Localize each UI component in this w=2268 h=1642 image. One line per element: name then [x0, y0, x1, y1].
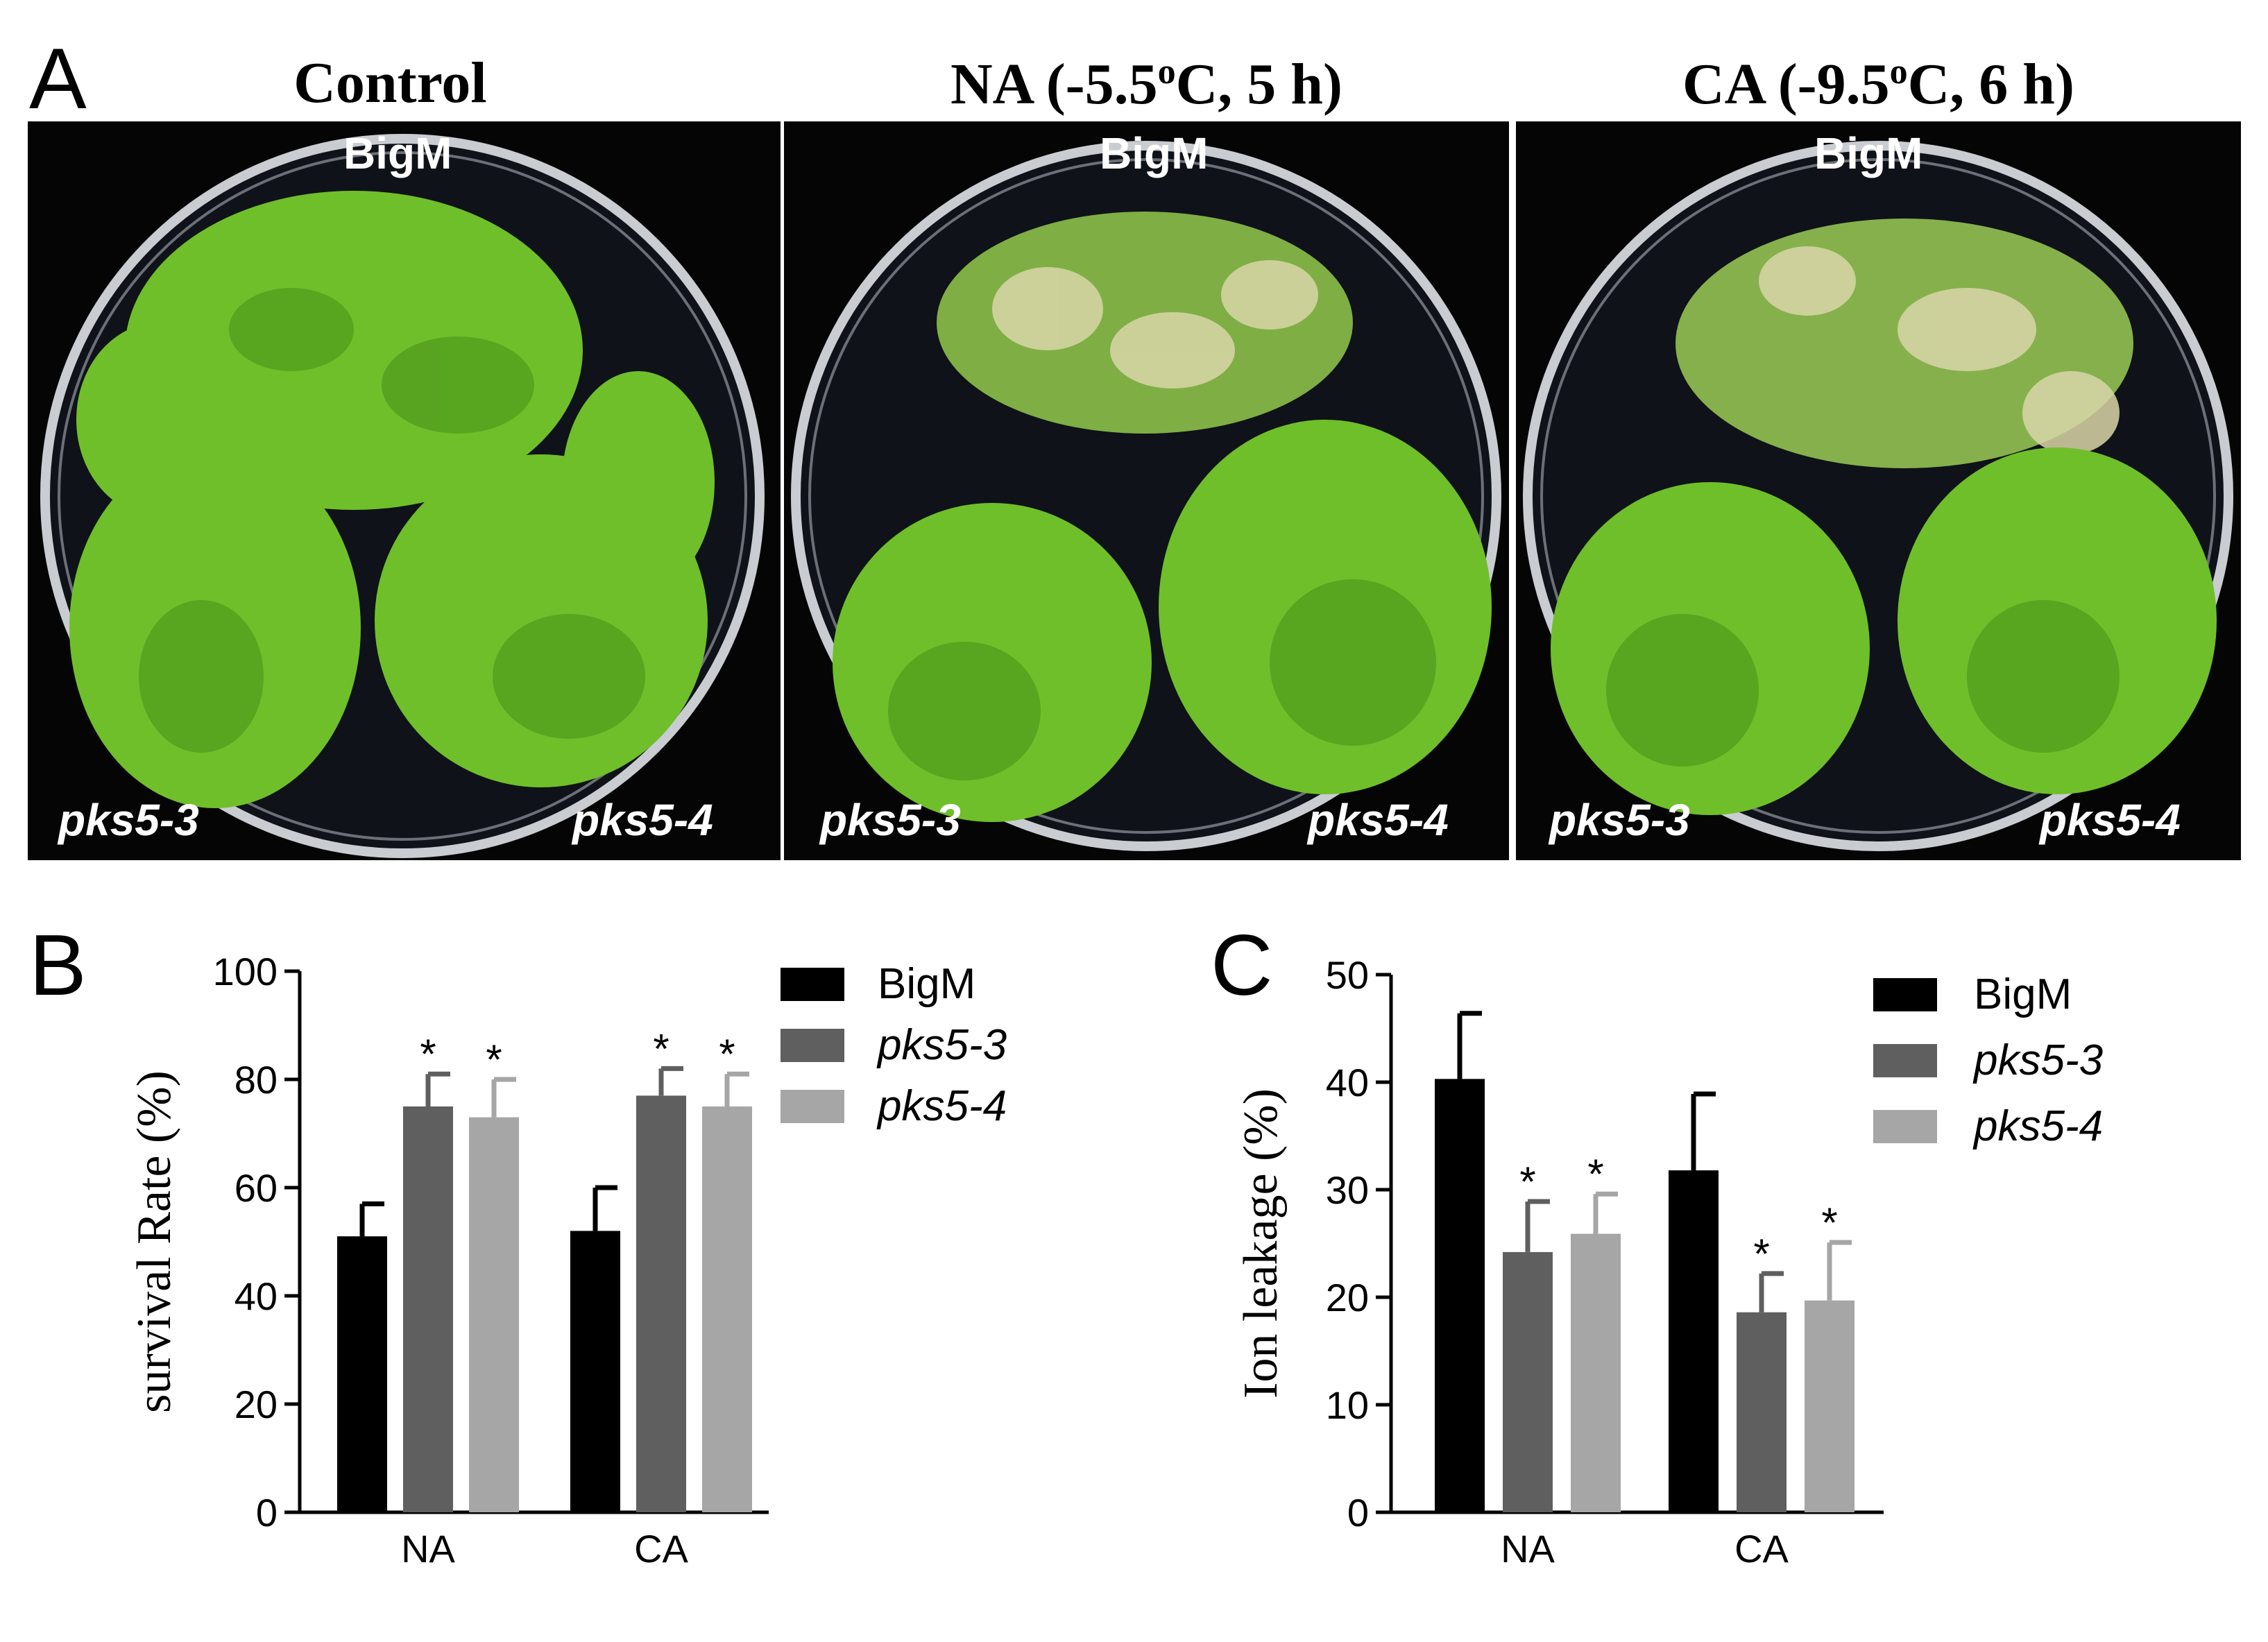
column-title-tail: C, 6 h): [1907, 52, 2074, 117]
x-tick-label: NA: [1501, 1527, 1555, 1571]
petri-dish-image: [40, 134, 765, 858]
bar-BigM-CA: [1669, 1170, 1719, 1512]
y-tick-label: 60: [235, 1166, 278, 1210]
plate-photo-ca: BigM pks5-3 pks5-4: [1516, 121, 2241, 860]
column-title-text: Control: [293, 51, 487, 115]
significance-star: *: [420, 1031, 436, 1077]
y-tick-label: 0: [1347, 1491, 1369, 1534]
column-title-tail: C, 5 h): [1175, 52, 1342, 117]
x-tick-label: CA: [634, 1527, 688, 1571]
survival-rate-chart-svg: 0 20 40 60 80 100 survival Rate (%) * * NA * * CA Big…: [128, 950, 1007, 1571]
y-tick-label: 0: [256, 1491, 278, 1534]
legend-swatch: [1873, 1110, 1937, 1143]
significance-star: *: [653, 1025, 669, 1072]
column-title-text: CA (-9.5: [1682, 52, 1890, 117]
survival-rate-chart: 0 20 40 60 80 100 survival Rate (%) * * NA * * CA Big…: [0, 0, 1110, 1642]
plate-label-pks5-3: pks5-3: [58, 795, 199, 845]
panel-a-letter: A: [29, 31, 87, 127]
bar-BigM-NA: [337, 1236, 387, 1512]
legend-swatch: [1873, 978, 1937, 1011]
plate-photo-na: BigM pks5-3 pks5-4: [784, 121, 1509, 860]
plate-label-pks5-3: pks5-3: [820, 795, 961, 845]
y-tick-label: 10: [1326, 1383, 1369, 1427]
y-tick-label: 20: [235, 1383, 278, 1426]
y-axis-title: Ion leakage (%): [1234, 1088, 1288, 1399]
bar-pks5-3-CA: [1737, 1312, 1787, 1512]
plate-label-pks5-4: pks5-4: [1308, 795, 1449, 845]
significance-star: *: [1519, 1158, 1535, 1205]
bar-pks5-4-CA: [702, 1106, 752, 1512]
y-tick-label: 30: [1326, 1168, 1369, 1212]
legend-label: pks5-4: [1972, 1102, 2103, 1150]
y-axis-title: survival Rate (%): [128, 1070, 181, 1413]
bar-pks5-4-CA: [1805, 1300, 1855, 1512]
y-tick-label: 40: [1326, 1061, 1369, 1104]
legend-label: pks5-3: [876, 1021, 1007, 1069]
bar-pks5-3-NA: [403, 1106, 453, 1512]
plate-photo-control: BigM pks5-3 pks5-4: [28, 121, 781, 860]
bar-BigM-CA: [570, 1231, 620, 1512]
bar-pks5-3-NA: [1503, 1251, 1553, 1512]
y-tick-label: 50: [1326, 953, 1369, 997]
y-tick-label: 40: [235, 1274, 278, 1318]
bar-pks5-4-NA: [469, 1117, 519, 1512]
y-tick-label: 20: [1326, 1276, 1369, 1319]
panel-b-letter: B: [29, 918, 87, 1014]
bar-BigM-NA: [1435, 1079, 1485, 1512]
significance-star: *: [486, 1036, 502, 1083]
petri-dish-image: [1523, 141, 2233, 851]
degree-superscript: o: [1889, 52, 1908, 92]
column-title-text: NA (-5.5: [950, 52, 1158, 117]
bar-pks5-4-NA: [1571, 1233, 1621, 1512]
x-tick-label: CA: [1734, 1527, 1789, 1571]
x-tick-label: NA: [401, 1527, 455, 1571]
plate-label-bigm: BigM: [1814, 128, 1923, 178]
legend-label: BigM: [878, 960, 975, 1008]
column-title-na: NA (-5.5oC, 5 h): [784, 54, 1509, 114]
petri-dish-image: [791, 141, 1501, 851]
significance-star: *: [1821, 1199, 1837, 1246]
significance-star: *: [719, 1031, 735, 1077]
legend-swatch: [781, 1090, 844, 1123]
y-tick-label: 80: [235, 1058, 278, 1102]
column-title-ca: CA (-9.5oC, 6 h): [1516, 54, 2241, 114]
column-title-control: Control: [28, 54, 753, 112]
plate-label-pks5-4: pks5-4: [2040, 795, 2181, 845]
legend-label: pks5-3: [1972, 1036, 2103, 1084]
legend-label: BigM: [1974, 970, 2072, 1018]
degree-superscript: o: [1157, 52, 1176, 92]
significance-star: *: [1753, 1231, 1769, 1277]
bar-pks5-3-CA: [636, 1095, 686, 1512]
panel-c-letter: C: [1211, 918, 1273, 1014]
plate-label-pks5-4: pks5-4: [572, 795, 713, 845]
legend-swatch: [1873, 1044, 1937, 1077]
legend-swatch: [781, 968, 844, 1001]
plate-label-bigm: BigM: [343, 128, 452, 178]
significance-star: *: [1587, 1151, 1603, 1197]
plate-label-pks5-3: pks5-3: [1549, 795, 1690, 845]
y-tick-label: 100: [213, 950, 278, 993]
legend-label: pks5-4: [876, 1082, 1007, 1130]
legend-swatch: [781, 1029, 844, 1062]
plate-label-bigm: BigM: [1100, 128, 1209, 178]
